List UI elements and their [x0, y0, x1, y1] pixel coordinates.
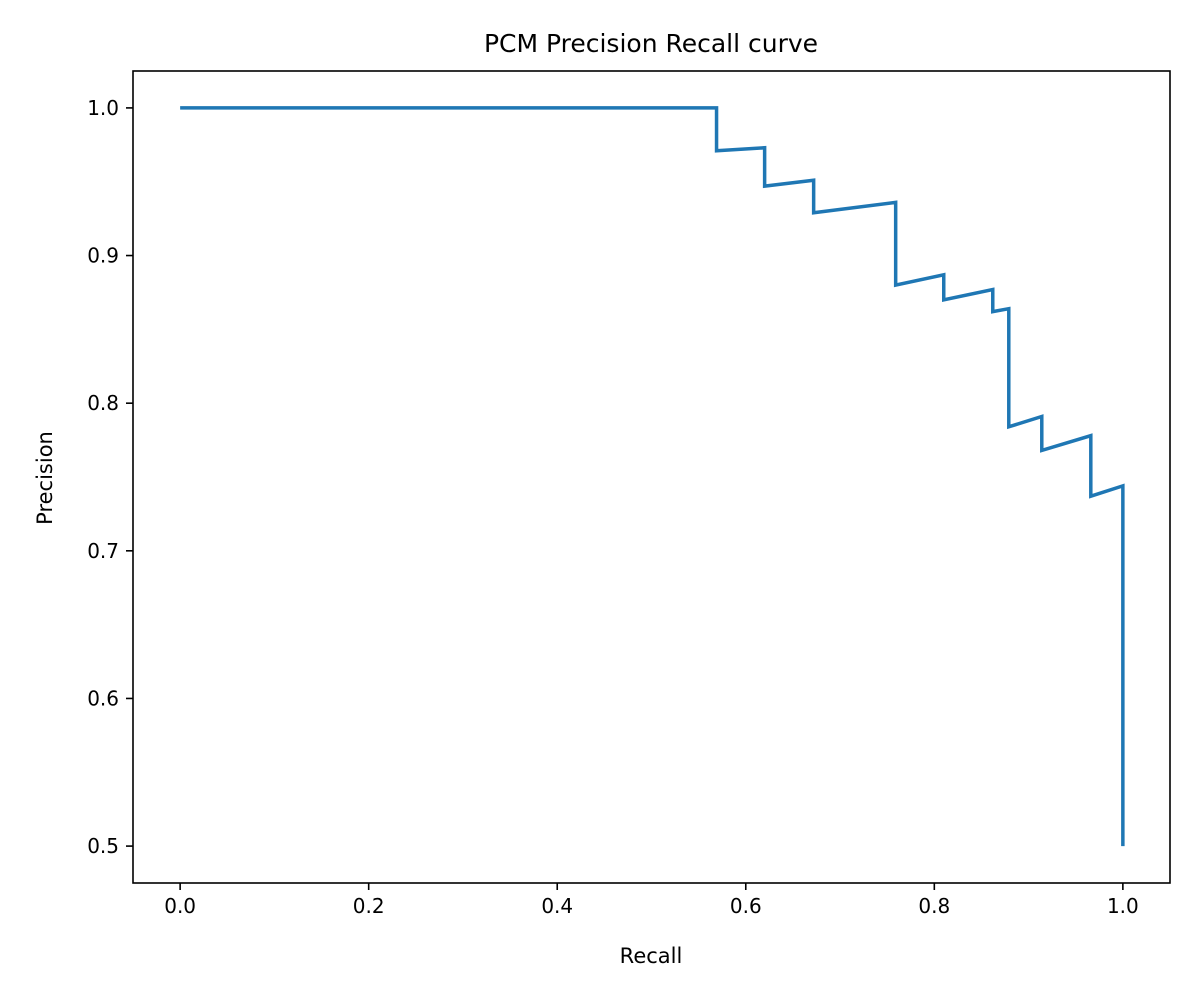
plot-frame — [132, 70, 1171, 884]
y-tick-label: 0.9 — [87, 244, 119, 268]
chart-title: PCM Precision Recall curve — [484, 29, 818, 58]
x-tick-label: 0.8 — [918, 894, 950, 918]
plot-area — [133, 71, 1170, 883]
y-axis-label: Precision — [33, 431, 57, 525]
x-tick-label: 0.6 — [730, 894, 762, 918]
y-tick-label: 0.7 — [87, 539, 119, 563]
y-tick-label: 0.6 — [87, 686, 119, 710]
x-tick-label: 0.2 — [353, 894, 385, 918]
y-tick-label: 1.0 — [87, 96, 119, 120]
series-line — [180, 106, 1125, 847]
x-tick-label: 0.0 — [164, 894, 196, 918]
x-axis-label: Recall — [620, 944, 683, 968]
x-tick-label: 0.4 — [541, 894, 573, 918]
ticks: 0.0 0.2 0.4 0.6 0.8 1.0 0.5 0.6 0.7 0.8 0.9 1.0 — [87, 96, 1139, 918]
y-tick-label: 0.5 — [87, 834, 119, 858]
x-tick-label: 1.0 — [1107, 894, 1139, 918]
y-tick-label: 0.8 — [87, 391, 119, 415]
